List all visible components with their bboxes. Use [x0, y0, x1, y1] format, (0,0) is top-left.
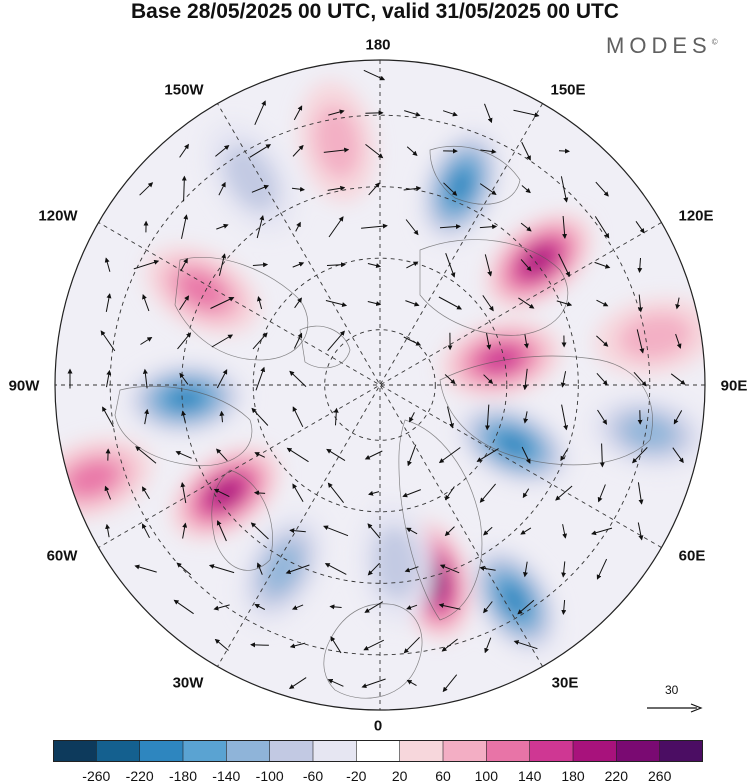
lon-label-90w: 90W: [9, 378, 40, 395]
colorbar-tick-label: 20: [392, 768, 408, 784]
vector-scale-arrow: [645, 702, 705, 714]
lon-label-90e: 90E: [721, 378, 748, 395]
colorbar-swatch: [53, 740, 97, 762]
wind-vector: [559, 151, 569, 152]
lon-label-120e: 120E: [678, 208, 713, 225]
lon-label-150w: 150W: [164, 82, 203, 99]
lon-label-180: 180: [365, 37, 390, 54]
colorbar-tick-label: -100: [256, 768, 284, 784]
colorbar-swatch: [573, 740, 617, 762]
colorbar-swatch: [616, 740, 660, 762]
colorbar-swatch: [270, 740, 314, 762]
colorbar-tick-label: -180: [169, 768, 197, 784]
colorbar-swatch: [356, 740, 400, 762]
colorbar-swatch: [183, 740, 227, 762]
colorbar-swatch: [443, 740, 487, 762]
colorbar-tick-label: 60: [435, 768, 451, 784]
colorbar-tick-label: 260: [648, 768, 671, 784]
vector-scale-label: 30: [665, 683, 678, 697]
colorbar-tick-label: 100: [475, 768, 498, 784]
colorbar-swatch: [660, 740, 703, 762]
colorbar-tick-label: 180: [561, 768, 584, 784]
lon-label-30w: 30W: [173, 675, 204, 692]
colorbar-tick-label: -260: [82, 768, 110, 784]
colorbar-swatch: [313, 740, 357, 762]
colorbar-swatch: [530, 740, 574, 762]
lon-label-0: 0: [374, 718, 382, 735]
colorbar-swatch: [486, 740, 530, 762]
lon-label-60w: 60W: [47, 548, 78, 565]
colorbar: [53, 740, 703, 762]
lon-label-60e: 60E: [679, 548, 706, 565]
lon-label-30e: 30E: [552, 675, 579, 692]
colorbar-tick-label: 220: [605, 768, 628, 784]
colorbar-swatch: [96, 740, 140, 762]
colorbar-tick-label: -220: [126, 768, 154, 784]
colorbar-swatch: [226, 740, 270, 762]
lon-label-120w: 120W: [38, 208, 77, 225]
colorbar-swatch: [140, 740, 184, 762]
colorbar-tick-label: -140: [212, 768, 240, 784]
wind-vector: [251, 645, 269, 646]
lon-label-150e: 150E: [550, 82, 585, 99]
colorbar-tick-label: 140: [518, 768, 541, 784]
colorbar-tick-label: -60: [303, 768, 323, 784]
colorbar-swatch: [400, 740, 444, 762]
colorbar-tick-label: -20: [346, 768, 366, 784]
